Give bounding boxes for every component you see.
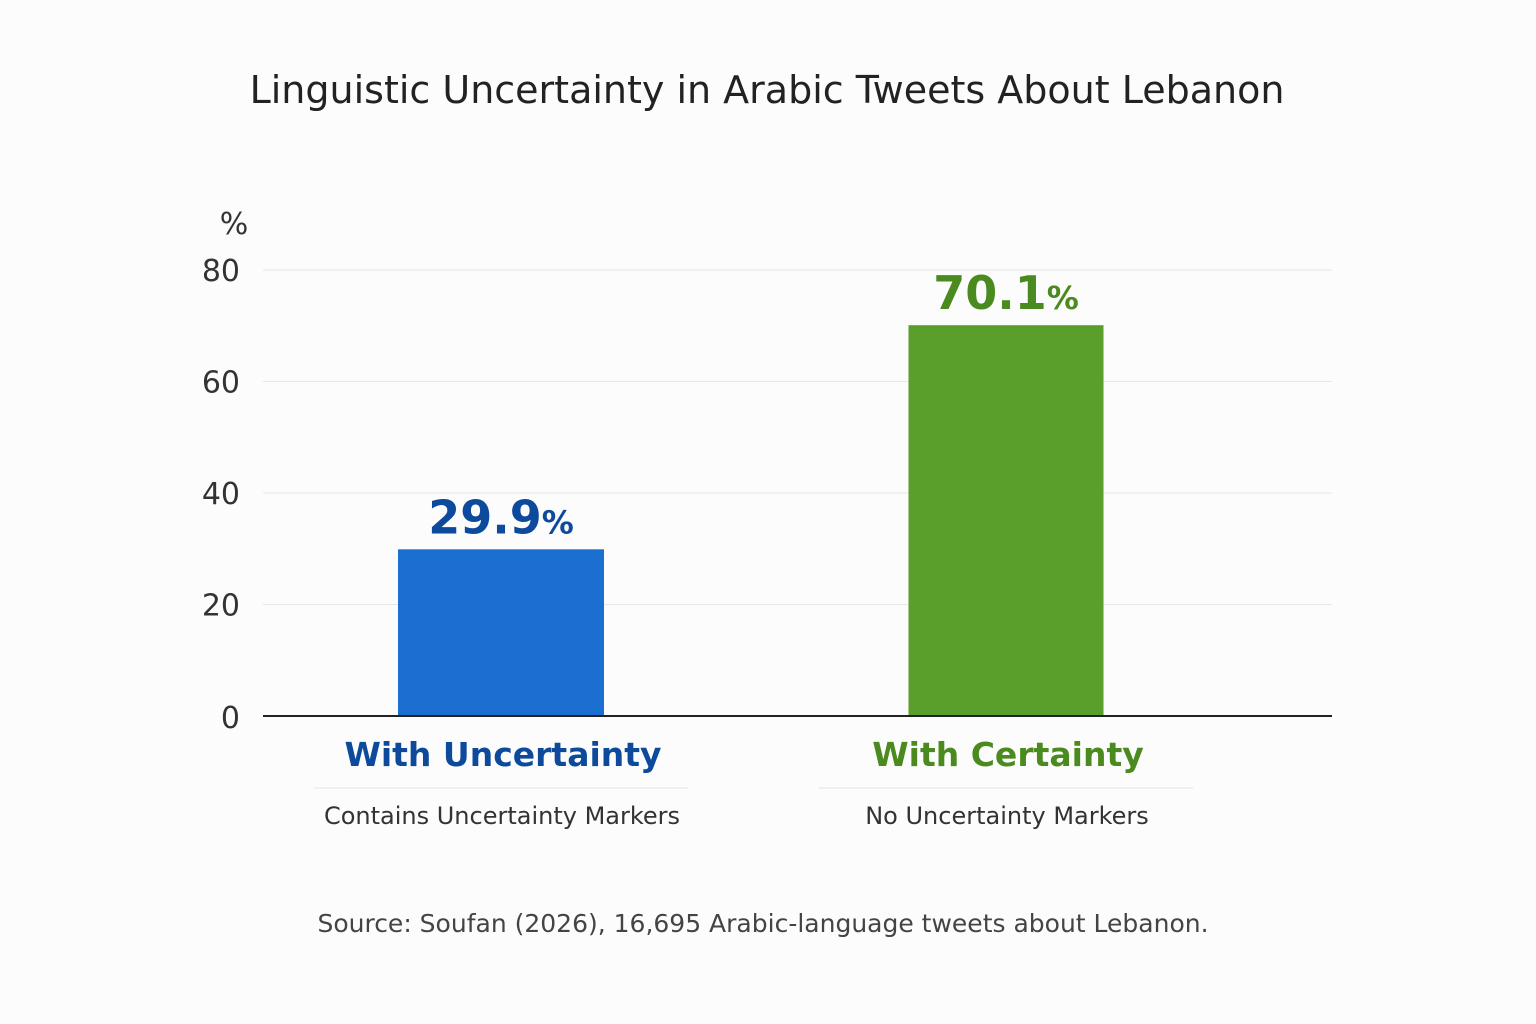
data-label: 29.9%	[428, 490, 574, 544]
data-label: 70.1%	[933, 266, 1079, 320]
y-axis-label: %	[220, 207, 249, 242]
category-label: With Certainty	[872, 735, 1143, 774]
subcategory-label: Contains Uncertainty Markers	[324, 802, 680, 830]
y-tick-label: 80	[202, 254, 240, 289]
bar-0	[398, 549, 604, 716]
bar-1	[908, 325, 1104, 716]
category-label: With Uncertainty	[344, 735, 661, 774]
source-note: Source: Soufan (2026), 16,695 Arabic-lan…	[317, 909, 1208, 938]
y-tick-label: 40	[202, 477, 240, 512]
y-tick-label: 20	[202, 589, 240, 624]
subcategory-label: No Uncertainty Markers	[865, 802, 1149, 830]
y-tick-label: 60	[202, 366, 240, 401]
chart-title: Linguistic Uncertainty in Arabic Tweets …	[250, 68, 1285, 112]
y-tick-label: 0	[221, 701, 240, 736]
